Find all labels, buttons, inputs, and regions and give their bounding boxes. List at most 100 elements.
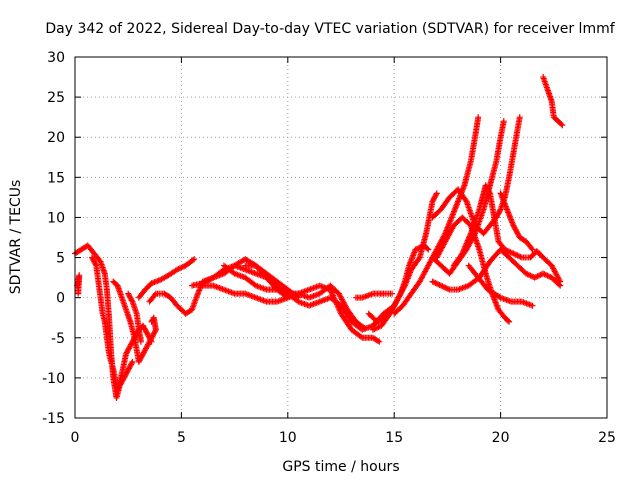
data-point xyxy=(112,280,119,287)
data-point xyxy=(503,316,510,323)
y-tick-label: 20 xyxy=(47,130,65,146)
data-point xyxy=(385,313,392,320)
data-point xyxy=(527,243,534,250)
data-point xyxy=(499,243,506,250)
series-track-21 xyxy=(465,262,536,309)
data-point xyxy=(292,292,299,299)
data-point xyxy=(424,245,431,252)
data-point xyxy=(496,209,503,216)
data-point xyxy=(260,268,267,275)
data-point xyxy=(356,324,363,331)
data-point xyxy=(550,112,557,119)
data-point xyxy=(492,159,499,166)
data-point xyxy=(441,231,448,238)
series-track-6 xyxy=(135,256,198,301)
data-point xyxy=(294,293,301,300)
data-point xyxy=(189,257,196,264)
data-point xyxy=(503,252,510,259)
data-point xyxy=(218,268,225,275)
data-point xyxy=(397,304,404,311)
data-point xyxy=(91,259,98,266)
data-point xyxy=(147,337,154,344)
series-track-5 xyxy=(125,290,144,345)
data-point xyxy=(186,308,193,315)
chart-title: Day 342 of 2022, Sidereal Day-to-day VTE… xyxy=(45,21,615,37)
data-point xyxy=(467,159,474,166)
data-point xyxy=(283,295,290,302)
data-point xyxy=(128,296,135,303)
data-point xyxy=(509,221,516,228)
data-point xyxy=(138,353,145,360)
data-point xyxy=(387,290,394,297)
data-point xyxy=(495,293,502,300)
data-point xyxy=(414,281,421,288)
data-point xyxy=(346,316,353,323)
data-point xyxy=(122,352,129,359)
data-point xyxy=(475,245,482,252)
y-tick-labels: -15 -10 -5 0 5 10 15 20 25 30 xyxy=(42,50,65,427)
series-track-19 xyxy=(450,182,564,285)
x-tick-labels: 0 5 10 15 20 25 xyxy=(71,430,616,446)
data-point xyxy=(99,309,106,316)
data-point xyxy=(142,328,149,335)
data-point xyxy=(475,115,482,122)
data-point xyxy=(461,195,468,202)
data-point xyxy=(150,293,157,300)
data-point xyxy=(122,305,129,312)
y-tick-label: -15 xyxy=(42,411,65,427)
data-point xyxy=(128,360,135,367)
data-point xyxy=(251,270,258,277)
data-point xyxy=(435,260,442,267)
data-point xyxy=(128,361,135,368)
series-track-3 xyxy=(89,254,155,393)
data-point xyxy=(433,191,440,198)
data-point xyxy=(304,287,311,294)
data-point xyxy=(422,231,429,238)
data-point xyxy=(172,300,179,307)
data-point xyxy=(457,253,464,260)
data-point xyxy=(118,293,125,300)
data-point xyxy=(505,175,512,182)
data-point xyxy=(435,208,442,215)
data-point xyxy=(525,254,532,261)
data-point xyxy=(543,84,550,91)
data-point xyxy=(557,120,564,127)
data-point xyxy=(496,207,503,214)
data-point xyxy=(118,372,125,379)
data-point xyxy=(516,115,523,122)
data-point xyxy=(165,293,172,300)
series-track-22 xyxy=(497,190,536,253)
data-point xyxy=(142,345,149,352)
data-point xyxy=(558,121,565,128)
series-track-2 xyxy=(74,272,83,297)
data-point xyxy=(496,293,503,300)
data-point xyxy=(228,268,235,275)
data-point xyxy=(375,337,382,344)
data-point xyxy=(528,302,534,309)
data-point xyxy=(250,280,257,287)
data-point xyxy=(137,337,144,344)
data-point xyxy=(371,316,378,323)
data-point xyxy=(503,204,510,211)
data-point xyxy=(520,236,527,243)
data-point xyxy=(149,317,156,324)
data-point xyxy=(155,277,162,284)
data-point xyxy=(151,291,158,298)
data-point xyxy=(445,285,452,292)
data-point xyxy=(207,276,214,283)
series-track-8 xyxy=(189,262,368,332)
data-point xyxy=(151,329,158,336)
data-point xyxy=(109,365,116,372)
x-tick-label: 25 xyxy=(598,430,616,446)
data-point xyxy=(429,200,436,207)
data-point xyxy=(192,296,199,303)
data-point xyxy=(406,293,413,300)
data-point xyxy=(133,309,140,316)
y-tick-label: 15 xyxy=(47,170,65,186)
data-point xyxy=(469,267,476,274)
data-point xyxy=(528,245,535,252)
data-point xyxy=(131,333,138,340)
data-point xyxy=(140,289,147,296)
data-point xyxy=(356,332,363,339)
data-point xyxy=(357,333,364,340)
